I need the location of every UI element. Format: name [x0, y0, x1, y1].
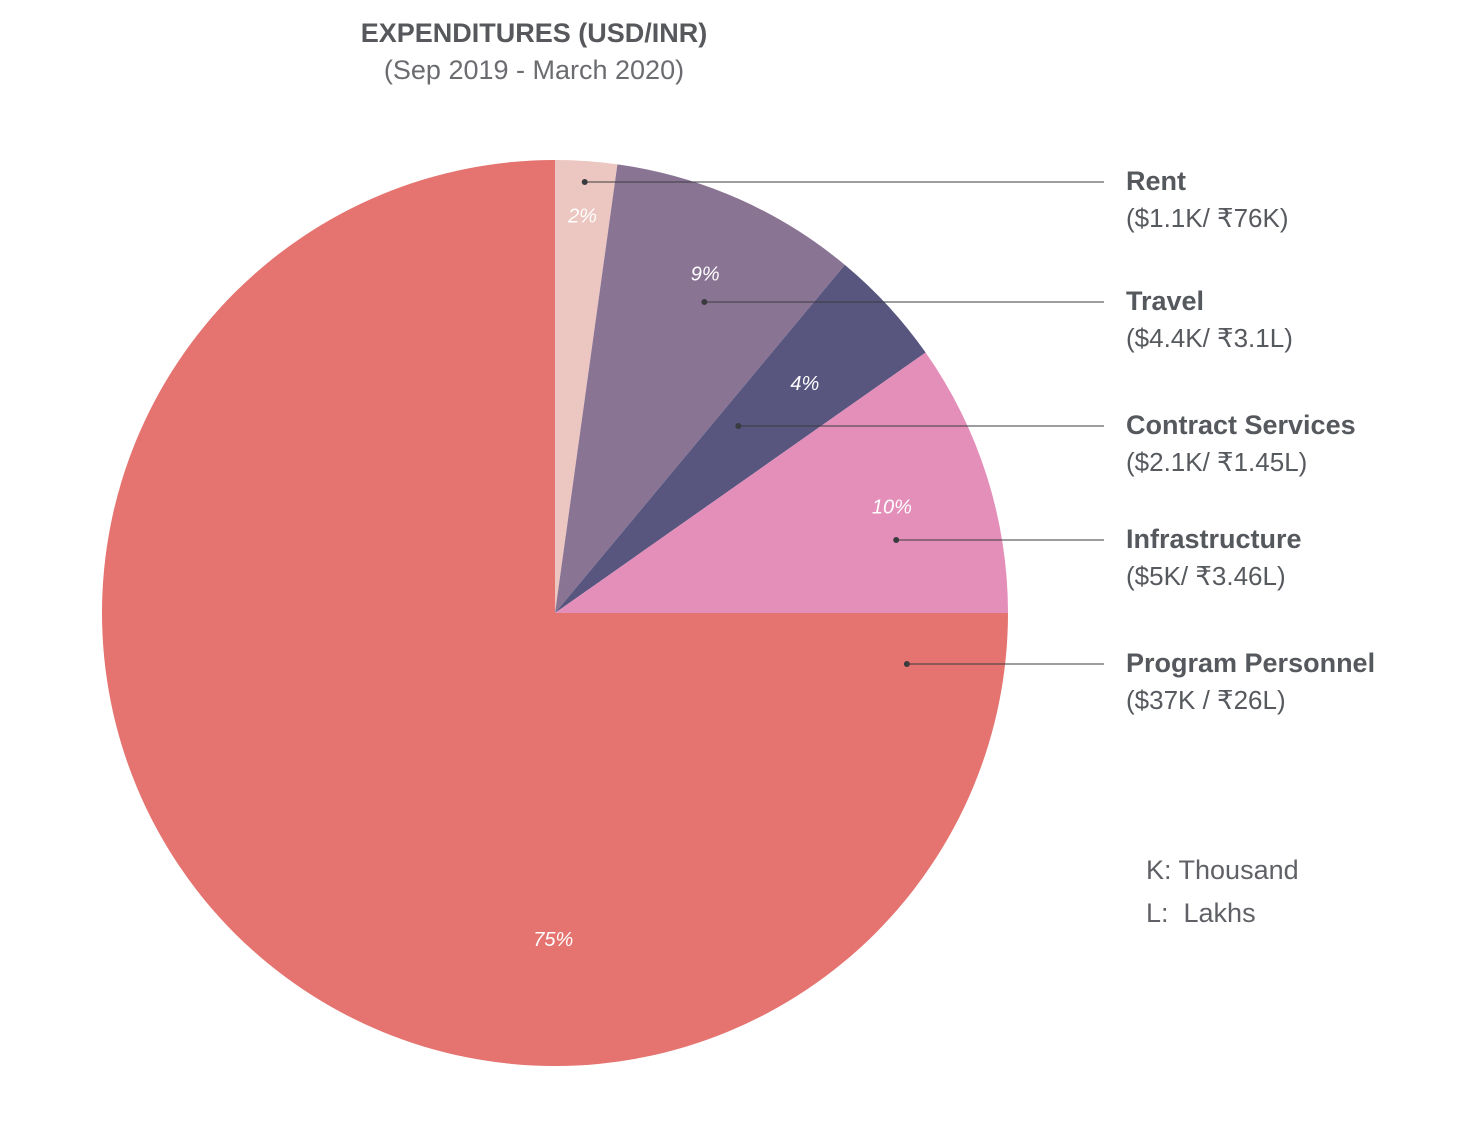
pct-label-rent: 2% [567, 205, 597, 227]
percentage-labels: 2% 9% 4% 10% 75% [533, 205, 912, 951]
legend-amount-travel: ($4.4K/ ₹3.1L) [1126, 323, 1293, 353]
unit-notes: K: Thousand L: Lakhs [1146, 855, 1299, 928]
legend: Rent ($1.1K/ ₹76K) Travel ($4.4K/ ₹3.1L) Con… [1126, 166, 1375, 715]
legend-name-program-personnel: Program Personnel [1126, 648, 1375, 678]
note-lakhs: L: Lakhs [1146, 898, 1256, 928]
legend-amount-infrastructure: ($5K/ ₹3.46L) [1126, 561, 1286, 591]
legend-name-infrastructure: Infrastructure [1126, 524, 1302, 554]
pie-slice-rent [555, 160, 618, 613]
pct-label-travel: 9% [691, 263, 720, 285]
chart-subtitle: (Sep 2019 - March 2020) [384, 55, 684, 85]
legend-name-contract-services: Contract Services [1126, 410, 1356, 440]
pie-slice-infrastructure [555, 352, 1008, 613]
pie-slice-contract-services [555, 264, 926, 613]
pie-slice-travel [555, 164, 845, 613]
pie-slices [102, 160, 1008, 1066]
pie-slice-program-personnel [102, 160, 1008, 1066]
legend-amount-contract-services: ($2.1K/ ₹1.45L) [1126, 447, 1307, 477]
legend-name-rent: Rent [1126, 166, 1186, 196]
legend-amount-program-personnel: ($37K / ₹26L) [1126, 685, 1286, 715]
legend-amount-rent: ($1.1K/ ₹76K) [1126, 203, 1289, 233]
leader-lines [581, 179, 1104, 667]
pct-label-infrastructure: 10% [872, 496, 912, 518]
note-thousand: K: Thousand [1146, 855, 1299, 885]
pct-label-program-personnel: 75% [533, 929, 573, 951]
legend-name-travel: Travel [1126, 286, 1204, 316]
chart-title: EXPENDITURES (USD/INR) [361, 18, 708, 48]
pct-label-contract-services: 4% [790, 373, 819, 395]
